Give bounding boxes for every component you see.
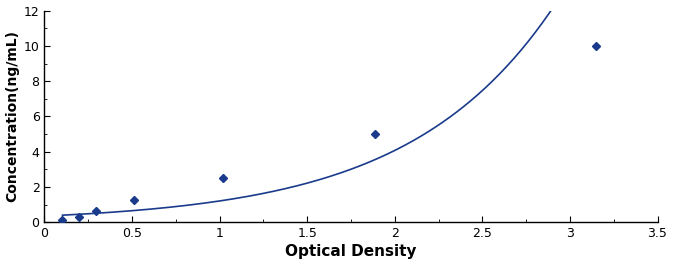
X-axis label: Optical Density: Optical Density (285, 244, 417, 259)
Y-axis label: Concentration(ng/mL): Concentration(ng/mL) (5, 30, 20, 202)
